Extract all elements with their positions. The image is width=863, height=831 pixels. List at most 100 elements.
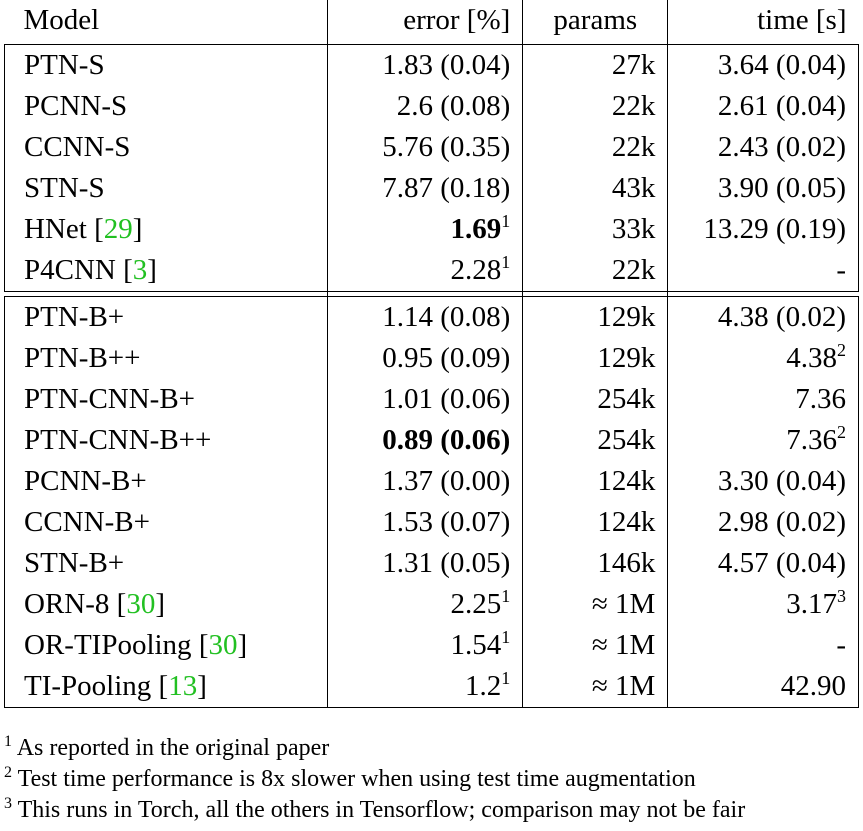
cell-error: 1.01 (0.06) (326, 379, 523, 420)
footnote-3: 3 This runs in Torch, all the others in … (4, 795, 746, 824)
table-row: OR-TIPooling [30] 1.541 ≈ 1M - (4, 625, 859, 666)
footnote-2: 2 Test time performance is 8x slower whe… (4, 764, 696, 793)
table-row: PCNN-B+ 1.37 (0.00) 124k 3.30 (0.04) (4, 461, 859, 502)
cell-params: 22k (522, 86, 668, 127)
results-table: Model error [%] params time [s] PTN-S 1.8… (4, 0, 859, 708)
params-value: 124k (597, 465, 656, 497)
time-value: 3.64 (0.04) (717, 49, 846, 81)
group-separator (5, 40, 859, 45)
time-value: - (836, 254, 846, 286)
cell-model: PTN-CNN-B++ (4, 420, 328, 461)
cell-params: 146k (522, 543, 668, 584)
model-name: OR-TIPooling (24, 629, 192, 661)
error-value: 1.01 (0.06) (382, 383, 511, 415)
cell-error: 1.31 (0.05) (326, 543, 523, 584)
error-value: 1.69 (450, 213, 502, 245)
error-value: 1.31 (0.05) (382, 547, 511, 579)
header-time: time [s] (667, 0, 859, 40)
table-row: PTN-CNN-B++ 0.89 (0.06) 254k 7.362 (4, 420, 859, 461)
footnote-mark: 1 (501, 668, 511, 688)
footnote-mark: 3 (837, 586, 846, 606)
table-row: PTN-B+ 1.14 (0.08) 129k 4.38 (0.02) (4, 296, 859, 338)
params-value: ≈ 1M (591, 629, 656, 661)
cell-model: PTN-CNN-B+ (4, 379, 328, 420)
cell-error: 5.76 (0.35) (326, 127, 523, 168)
cell-time: 2.98 (0.02) (667, 502, 859, 543)
time-value: 2.98 (0.02) (717, 506, 846, 538)
params-value: 254k (597, 424, 656, 456)
footnote-mark: 2 (837, 422, 846, 442)
time-value: 4.38 (0.02) (717, 301, 846, 333)
model-name: CCNN-B+ (24, 506, 150, 538)
params-value: ≈ 1M (591, 588, 656, 620)
model-name: ORN-8 (24, 588, 110, 620)
table-row: CCNN-S 5.76 (0.35) 22k 2.43 (0.02) (4, 127, 859, 168)
cell-time: 3.90 (0.05) (667, 168, 859, 209)
error-value: 2.6 (0.08) (396, 90, 511, 122)
table-row: CCNN-B+ 1.53 (0.07) 124k 2.98 (0.02) (4, 502, 859, 543)
params-value: 27k (611, 49, 656, 81)
cell-time: 4.382 (667, 338, 859, 379)
cell-model: PTN-B++ (4, 338, 328, 379)
footnote-mark: 1 (501, 627, 511, 647)
model-name: STN-B+ (24, 547, 125, 579)
model-name: PTN-CNN-B++ (24, 424, 212, 456)
params-value: 146k (597, 547, 656, 579)
cell-error: 7.87 (0.18) (326, 168, 523, 209)
error-value: 1.2 (465, 670, 502, 702)
table-row: STN-S 7.87 (0.18) 43k 3.90 (0.05) (4, 168, 859, 209)
cell-error: 2.6 (0.08) (326, 86, 523, 127)
cell-time: 4.38 (0.02) (667, 296, 859, 338)
cell-params: 27k (522, 44, 668, 86)
cell-params: 22k (522, 127, 668, 168)
model-name: CCNN-S (24, 131, 131, 163)
model-name: PTN-B++ (24, 342, 141, 374)
model-name: PCNN-S (24, 90, 128, 122)
params-value: 124k (597, 506, 656, 538)
cell-params: 22k (522, 250, 668, 292)
cell-model: PCNN-S (4, 86, 328, 127)
cell-model: OR-TIPooling [30] (4, 625, 328, 666)
cell-model: CCNN-B+ (4, 502, 328, 543)
cell-error: 0.89 (0.06) (326, 420, 523, 461)
params-value: 254k (597, 383, 656, 415)
table-row: PTN-B++ 0.95 (0.09) 129k 4.382 (4, 338, 859, 379)
cell-error: 1.691 (326, 209, 523, 250)
model-name: STN-S (24, 172, 105, 204)
params-value: 129k (597, 342, 656, 374)
cell-error: 1.541 (326, 625, 523, 666)
cell-time: 3.64 (0.04) (667, 44, 859, 86)
error-value: 0.89 (0.06) (382, 424, 511, 456)
footnotes: 1 As reported in the original paper 2 Te… (4, 733, 745, 826)
time-value: 4.38 (786, 342, 837, 374)
model-name: PTN-CNN-B+ (24, 383, 196, 415)
model-name: PTN-S (24, 49, 105, 81)
header-params: params (522, 0, 668, 40)
error-value: 7.87 (0.18) (382, 172, 511, 204)
cell-time: 42.90 (667, 666, 859, 708)
header-error: error [%] (326, 0, 523, 40)
time-value: 3.30 (0.04) (717, 465, 846, 497)
cell-params: 43k (522, 168, 668, 209)
cell-time: 7.362 (667, 420, 859, 461)
error-value: 2.28 (450, 254, 502, 286)
time-value: 7.36 (795, 383, 846, 415)
time-value: 2.61 (0.04) (717, 90, 846, 122)
table-row: PTN-CNN-B+ 1.01 (0.06) 254k 7.36 (4, 379, 859, 420)
cell-model: HNet [29] (4, 209, 328, 250)
cell-params: 129k (522, 338, 668, 379)
cell-params: ≈ 1M (522, 625, 668, 666)
cell-model: PCNN-B+ (4, 461, 328, 502)
params-value: 22k (611, 90, 656, 122)
params-value: ≈ 1M (591, 670, 656, 702)
model-name: PTN-B+ (24, 301, 125, 333)
error-value: 0.95 (0.09) (382, 342, 511, 374)
cell-params: 254k (522, 379, 668, 420)
citation-link: 3 (132, 254, 148, 286)
cell-error: 1.14 (0.08) (326, 296, 523, 338)
cell-model: STN-S (4, 168, 328, 209)
footnote-1: 1 As reported in the original paper (4, 733, 330, 762)
cell-time: 3.30 (0.04) (667, 461, 859, 502)
time-value: 7.36 (786, 424, 837, 456)
citation-link: 13 (168, 670, 198, 702)
